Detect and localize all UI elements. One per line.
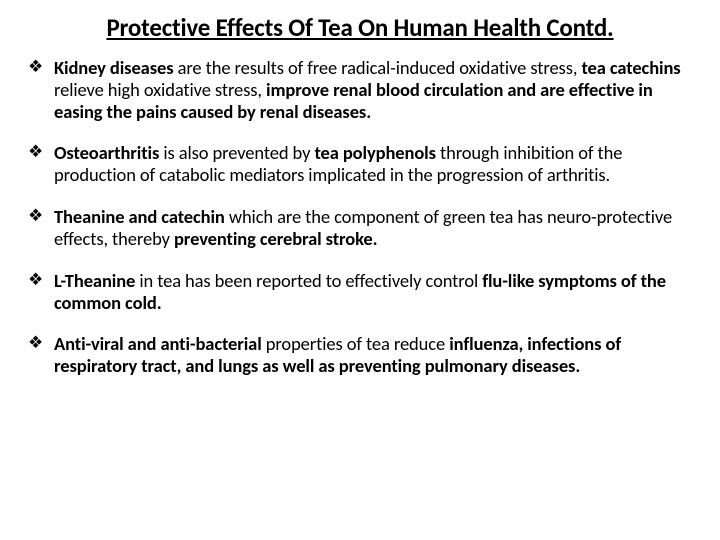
list-item: L-Theanine in tea has been reported to e…	[28, 270, 692, 314]
list-item: Osteoarthritis is also prevented by tea …	[28, 142, 692, 186]
list-item: Kidney diseases are the results of free …	[28, 57, 692, 122]
page-title: Protective Effects Of Tea On Human Healt…	[28, 12, 692, 43]
list-item: Theanine and catechin which are the comp…	[28, 206, 692, 250]
list-item: Anti-viral and anti-bacterial properties…	[28, 333, 692, 377]
bullet-list: Kidney diseases are the results of free …	[28, 57, 692, 377]
